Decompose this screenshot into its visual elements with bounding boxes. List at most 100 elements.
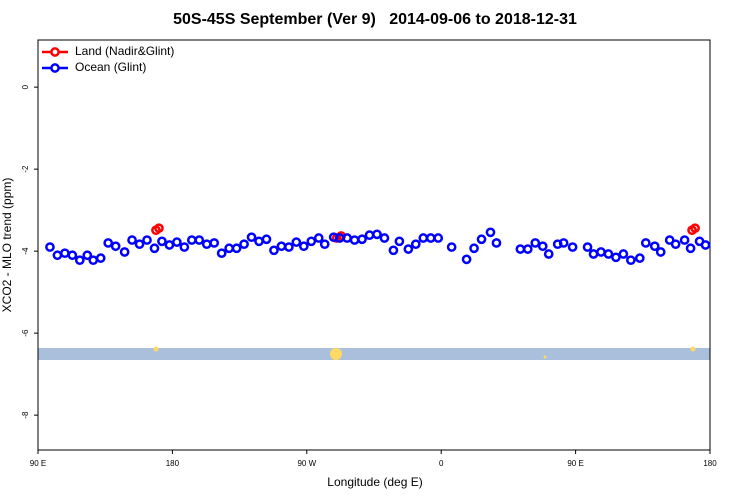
point: [537, 241, 548, 252]
point: [491, 238, 502, 248]
point: [446, 242, 457, 252]
point: [588, 249, 599, 259]
point: [74, 255, 85, 266]
point: [655, 247, 666, 257]
point: [67, 250, 78, 261]
point: [425, 233, 436, 243]
point: [379, 233, 390, 243]
point: [269, 245, 279, 256]
point: [60, 248, 70, 259]
point: [403, 244, 414, 254]
x-tick-label: 180: [166, 459, 180, 468]
point: [433, 233, 444, 243]
y-tick-label: -4: [21, 247, 30, 255]
point: [149, 243, 160, 254]
point: [319, 239, 330, 250]
coverage-dot: [153, 346, 159, 352]
point: [679, 235, 690, 245]
point: [298, 241, 309, 252]
legend-marker: [50, 47, 60, 57]
point: [157, 236, 167, 247]
point: [276, 241, 287, 252]
coverage-dot: [330, 348, 342, 360]
x-tick-label: 90 W: [297, 459, 316, 468]
y-axis-label: XCO2 - MLO trend (ppm): [0, 178, 14, 313]
point: [52, 250, 63, 261]
point: [530, 238, 541, 248]
point: [634, 253, 645, 263]
point: [103, 238, 114, 248]
y-tick-label: -6: [21, 329, 30, 337]
point: [582, 242, 593, 252]
point: [685, 243, 696, 254]
series: [45, 227, 711, 266]
point: [164, 240, 175, 250]
point: [179, 242, 190, 252]
point: [224, 243, 234, 254]
x-tick-label: 0: [439, 459, 444, 468]
point: [522, 244, 533, 254]
x-tick-label: 90 E: [567, 459, 583, 468]
point: [209, 238, 220, 248]
y-tick-label: -8: [21, 411, 30, 419]
point: [45, 242, 55, 252]
point: [558, 238, 569, 248]
point: [357, 234, 367, 245]
point: [640, 238, 651, 248]
x-tick-label: 180: [703, 459, 717, 468]
point: [142, 235, 152, 245]
chart-title: 50S-45S September (Ver 9) 2014-09-06 to …: [173, 11, 577, 28]
point: [626, 255, 636, 266]
point: [231, 243, 242, 254]
point: [394, 236, 405, 247]
point: [485, 227, 496, 238]
point: [216, 248, 227, 259]
point: [246, 232, 257, 243]
point: [410, 239, 421, 250]
point: [342, 233, 352, 243]
point: [110, 241, 121, 252]
point: [349, 235, 360, 245]
point: [154, 223, 164, 234]
legend-marker: [50, 63, 60, 73]
coverage-dots: [153, 346, 696, 360]
point: [649, 241, 660, 252]
point: [418, 233, 429, 243]
point: [388, 245, 399, 256]
point: [603, 249, 614, 259]
coverage-dot: [543, 355, 547, 359]
point: [313, 233, 324, 243]
point: [284, 242, 294, 252]
point: [690, 223, 700, 234]
legend-label: Ocean (Glint): [75, 60, 146, 74]
legend-label: Land (Nadir&Glint): [75, 44, 174, 58]
point: [254, 236, 264, 247]
point: [372, 229, 382, 240]
y-tick-label: -2: [21, 165, 30, 173]
point: [611, 252, 621, 263]
x-axis-label: Longitude (deg E): [327, 475, 422, 489]
point: [670, 239, 681, 250]
point: [127, 235, 137, 245]
point: [461, 254, 472, 265]
x-tick-label: 90 E: [30, 459, 46, 468]
point: [201, 239, 212, 250]
point: [700, 240, 711, 250]
point: [119, 247, 130, 257]
point: [567, 242, 578, 252]
point: [261, 234, 272, 245]
point: [134, 239, 145, 250]
point: [172, 237, 182, 247]
coverage-band: [38, 348, 710, 360]
point: [306, 236, 317, 247]
point: [186, 235, 197, 245]
point: [194, 235, 205, 245]
point: [476, 234, 487, 245]
point: [239, 239, 249, 250]
point: [469, 243, 479, 254]
point: [515, 244, 526, 254]
plot-frame: [37, 39, 711, 451]
point: [596, 247, 606, 257]
